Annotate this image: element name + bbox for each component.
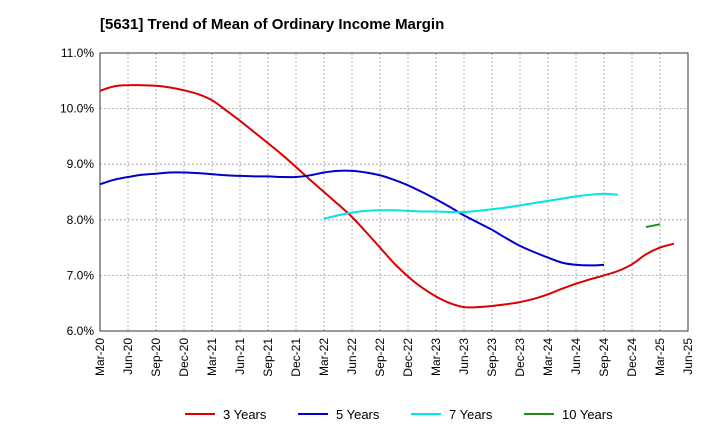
x-tick-label: Sep-20	[149, 338, 163, 377]
grid	[99, 52, 689, 332]
x-tick-label: Jun-24	[569, 338, 583, 375]
series-line-10-years	[645, 223, 661, 228]
x-tick-label: Mar-21	[205, 338, 219, 376]
chart-title: [5631] Trend of Mean of Ordinary Income …	[100, 16, 445, 33]
x-tick-label: Dec-21	[289, 338, 303, 377]
x-tick-label: Dec-24	[625, 338, 639, 377]
y-tick-label: 6.0%	[67, 324, 95, 338]
legend-label: 7 Years	[449, 407, 493, 422]
legend: 3 Years 5 Years 7 Years 10 Years	[185, 407, 613, 422]
y-tick-label: 10.0%	[60, 102, 94, 116]
x-tick-label: Dec-22	[401, 338, 415, 377]
legend-label: 10 Years	[562, 407, 613, 422]
x-tick-label: Mar-20	[93, 338, 107, 376]
plot-frame	[99, 52, 689, 332]
series-line-5-years	[99, 169, 605, 267]
x-tick-label: Jun-23	[457, 338, 471, 375]
series-line-7-years	[323, 192, 619, 220]
x-tick-label: Sep-22	[373, 338, 387, 377]
x-tick-label: Jun-20	[121, 338, 135, 375]
x-tick-label: Sep-24	[597, 338, 611, 377]
y-tick-label: 7.0%	[67, 268, 95, 282]
x-tick-label: Sep-21	[261, 338, 275, 377]
x-tick-label: Mar-22	[317, 338, 331, 376]
legend-label: 3 Years	[223, 407, 267, 422]
axes: 6.0% 7.0% 8.0% 9.0% 10.0% 11.0% Mar-20 Jun-20 Se…	[60, 46, 695, 377]
y-tick-label: 9.0%	[67, 157, 95, 171]
legend-label: 5 Years	[336, 407, 380, 422]
x-tick-label: Jun-21	[233, 338, 247, 375]
y-tick-label: 11.0%	[61, 46, 94, 60]
x-tick-label: Dec-23	[513, 338, 527, 377]
x-tick-label: Sep-23	[485, 338, 499, 377]
series-line-3-years	[99, 84, 675, 309]
series-lines	[99, 84, 675, 309]
x-tick-label: Jun-22	[345, 338, 359, 375]
x-tick-label: Mar-25	[653, 338, 667, 376]
x-tick-label: Mar-23	[429, 338, 443, 376]
x-tick-label: Dec-20	[177, 338, 191, 377]
x-tick-label: Jun-25	[681, 338, 695, 375]
x-tick-label: Mar-24	[541, 338, 555, 376]
y-tick-label: 8.0%	[67, 213, 95, 227]
